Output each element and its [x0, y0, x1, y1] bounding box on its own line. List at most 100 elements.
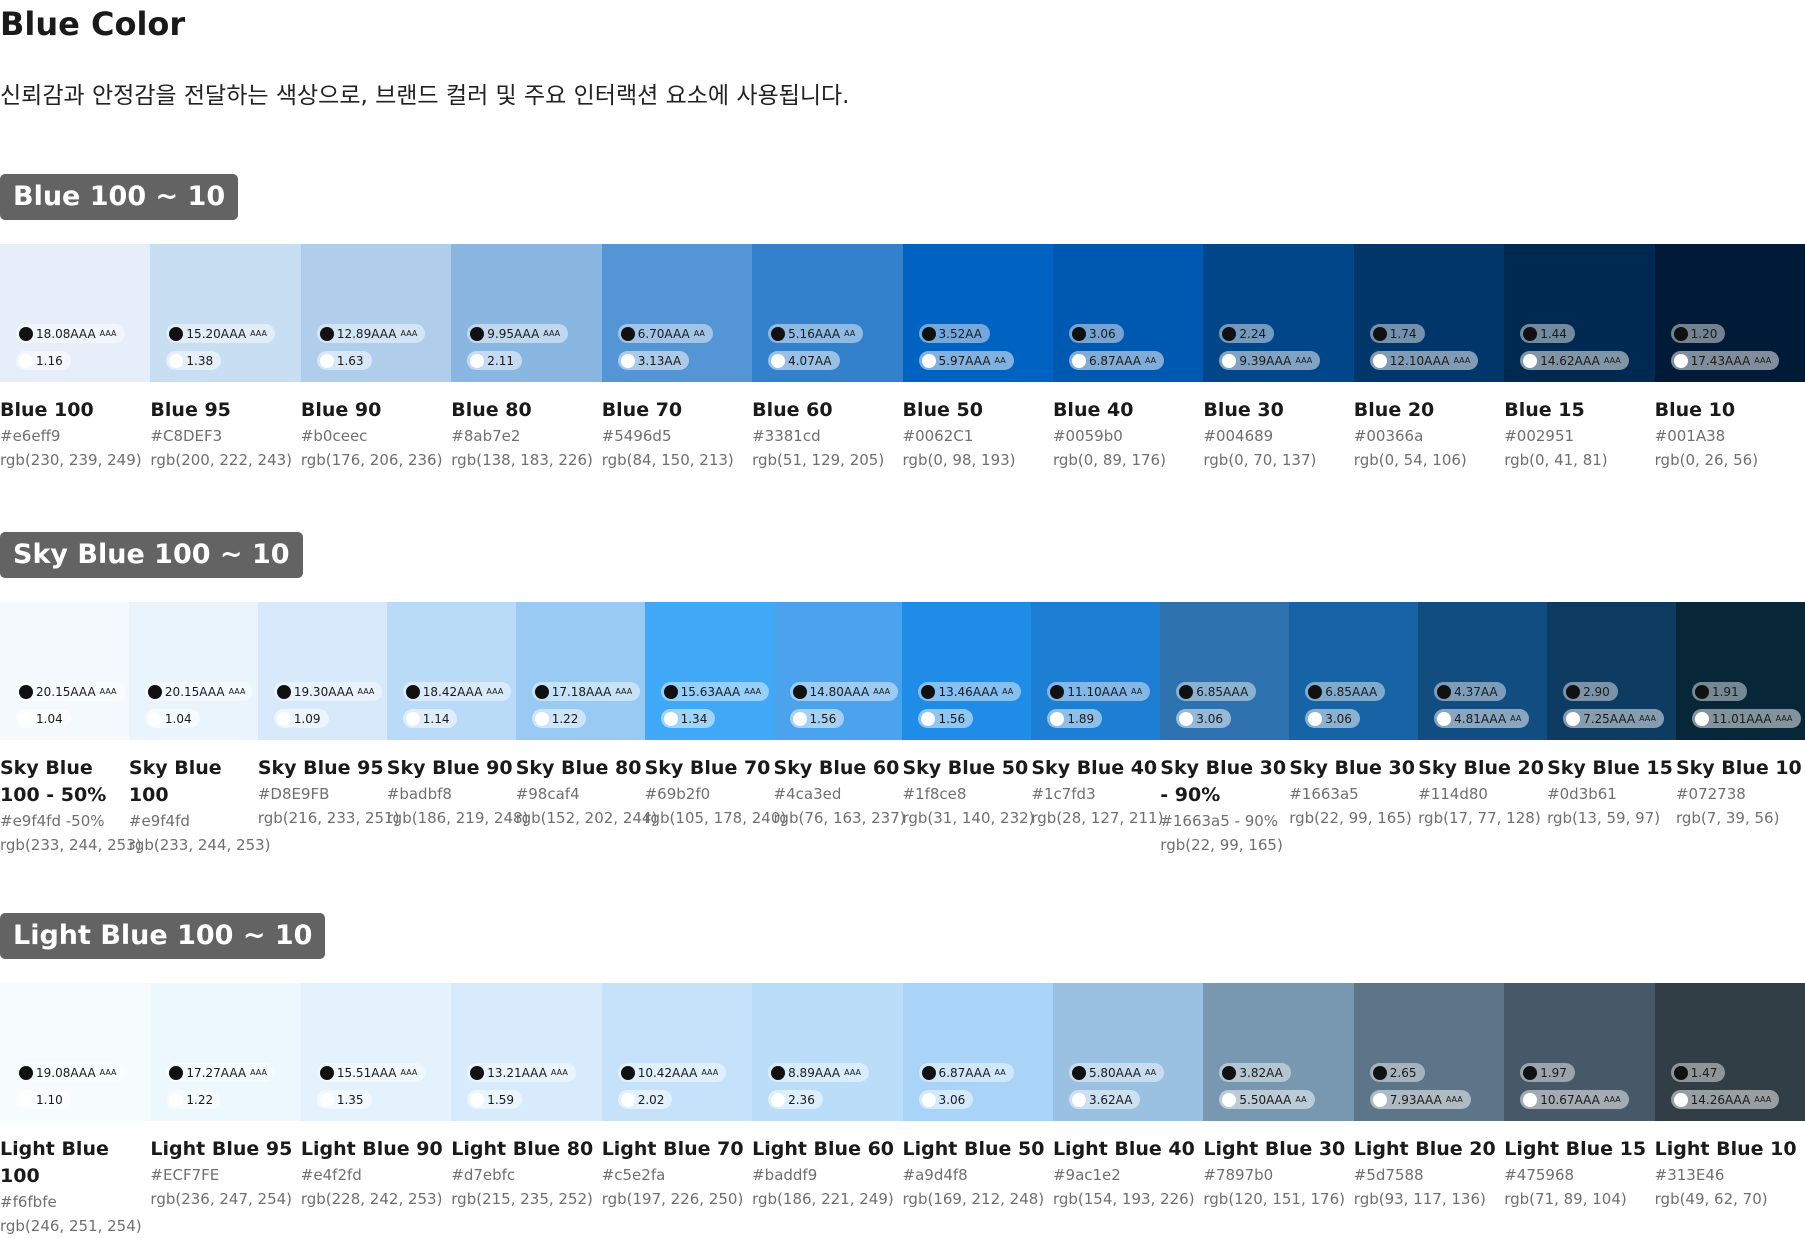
contrast-black-badge: AAA — [543, 329, 561, 338]
color-swatch[interactable]: 3.82 AA 5.50 AAA AA — [1203, 983, 1354, 1121]
color-swatch[interactable]: 6.70 AAA AA 3.13 AA — [601, 244, 753, 382]
color-swatch[interactable]: 2.90 7.25 AAA AAA — [1547, 602, 1676, 740]
white-dot-icon — [1523, 1092, 1538, 1107]
color-swatch[interactable]: 15.20 AAA AAA 1.38 — [150, 244, 301, 382]
color-swatch[interactable]: 18.08 AAA AAA 1.16 — [0, 244, 151, 382]
contrast-white-pill: 6.87 AAA AA — [1068, 351, 1165, 370]
color-rgb: rgb(246, 251, 254) — [0, 1217, 142, 1235]
contrast-white-pill: 1.10 — [16, 1090, 71, 1109]
color-swatch[interactable]: 11.10 AAA AA 1.89 — [1031, 602, 1161, 740]
black-dot-icon — [1050, 684, 1065, 699]
white-dot-icon — [405, 711, 420, 726]
white-dot-icon — [1222, 353, 1237, 368]
black-dot-icon — [771, 326, 786, 341]
contrast-black-ratio: 20.15 — [164, 684, 200, 699]
color-swatch[interactable]: 6.85 AAA 3.06 — [1289, 602, 1419, 740]
color-swatch[interactable]: 19.30 AAA AAA 1.09 — [257, 602, 387, 740]
color-swatch[interactable]: 4.37 AA 4.81 AAA AA — [1418, 602, 1548, 740]
color-name: Blue 10 — [1654, 399, 1736, 421]
contrast-black-badge: AAA — [357, 687, 375, 696]
black-dot-icon — [470, 326, 485, 341]
contrast-black-pill: 10.42 AAA AAA — [617, 1063, 727, 1082]
color-swatch[interactable]: 8.89 AAA AAA 2.36 — [752, 983, 903, 1121]
color-hex: #badbf8 — [386, 785, 452, 803]
color-swatch[interactable]: 1.20 17.43 AAA AAA — [1654, 244, 1805, 382]
contrast-white-pill: 1.22 — [166, 1090, 222, 1109]
color-swatch[interactable]: 14.80 AAA AAA 1.56 — [773, 602, 903, 740]
contrast-black-pill: 13.46 AAA AA — [918, 682, 1022, 701]
palette-page: Blue Color 신뢰감과 안정감을 전달하는 색상으로, 브랜드 컬러 및… — [0, 5, 1805, 1235]
contrast-black-level: AAA — [199, 684, 225, 699]
contrast-white-ratio: 14.62 — [1540, 353, 1575, 368]
color-swatch[interactable]: 19.08 AAA AAA 1.10 — [0, 983, 151, 1121]
color-card: 20.15 AAA AAA 1.04 Sky Blue 100 - 50% #e9f4f… — [0, 602, 142, 857]
color-name: Sky Blue 100 — [128, 757, 222, 806]
contrast-black-pill: 12.89 AAA AAA — [316, 324, 426, 343]
contrast-black-level: AAA — [714, 684, 741, 699]
color-swatch[interactable]: 1.74 12.10 AAA AAA — [1353, 244, 1505, 382]
color-rgb: rgb(228, 242, 253) — [300, 1190, 443, 1208]
contrast-black-ratio: 17.27 — [186, 1065, 221, 1080]
color-swatch[interactable]: 5.16 AAA AA 4.07 AA — [752, 244, 903, 382]
contrast-black-level: AA — [1266, 1065, 1283, 1080]
color-rgb: rgb(169, 212, 248) — [902, 1190, 1045, 1208]
color-swatch[interactable]: 1.47 14.26 AAA AAA — [1654, 983, 1805, 1121]
color-swatch[interactable]: 20.15 AAA AAA 1.04 — [0, 602, 129, 740]
color-swatch[interactable]: 13.46 AAA AA 1.56 — [902, 602, 1032, 740]
contrast-white-pill: 10.67 AAA AAA — [1520, 1090, 1629, 1109]
color-name: Sky Blue 30 — [1289, 757, 1416, 779]
contrast-black-ratio: 15.20 — [186, 326, 221, 341]
color-swatch[interactable]: 17.18 AAA AAA 1.22 — [515, 602, 645, 740]
contrast-white-ratio: 7.93 — [1389, 1092, 1417, 1107]
color-swatch[interactable]: 5.80 AAA AA 3.62 AA — [1052, 983, 1204, 1121]
contrast-white-ratio: 3.06 — [938, 1092, 966, 1107]
contrast-black-ratio: 4.37 — [1454, 684, 1481, 699]
color-card: 12.89 AAA AAA 1.63 Blue 90 #b0ceec rgb(176, 2… — [300, 244, 452, 472]
color-swatch[interactable]: 18.42 AAA AAA 1.14 — [386, 602, 516, 740]
color-swatch[interactable]: 1.44 14.62 AAA AAA — [1504, 244, 1655, 382]
color-name: Sky Blue 90 — [386, 757, 513, 779]
color-name: Sky Blue 20 — [1418, 757, 1544, 779]
contrast-black-ratio: 18.42 — [422, 684, 458, 699]
contrast-black-badge: AA — [1002, 687, 1014, 696]
color-swatch[interactable]: 1.91 11.01 AAA AAA — [1675, 602, 1805, 740]
contrast-white-badge: AA — [1295, 1095, 1307, 1104]
contrast-white-ratio: 1.14 — [422, 711, 450, 726]
contrast-white-pill: 4.07 AA — [768, 351, 840, 370]
contrast-black-pill: 20.15 AAA AAA — [16, 682, 125, 701]
color-swatch[interactable]: 6.85 AAA 3.06 — [1160, 602, 1290, 740]
contrast-black-level: AAA — [1101, 684, 1128, 699]
color-swatch[interactable]: 1.97 10.67 AAA AAA — [1504, 983, 1655, 1121]
contrast-black-badge: AA — [844, 329, 856, 338]
color-rgb: rgb(7, 39, 56) — [1675, 809, 1780, 827]
color-swatch[interactable]: 9.95 AAA AAA 2.11 — [451, 244, 602, 382]
color-swatch[interactable]: 13.21 AAA AAA 1.59 — [451, 983, 602, 1121]
color-swatch[interactable]: 20.15 AAA AAA 1.04 — [128, 602, 258, 740]
color-swatch[interactable]: 6.87 AAA AA 3.06 — [902, 983, 1053, 1121]
color-card: 3.06 6.87 AAA AA Blue 40 #0059b0 rgb(0, 89, 1… — [1052, 244, 1204, 472]
color-swatch[interactable]: 3.06 6.87 AAA AA — [1052, 244, 1204, 382]
contrast-black-ratio: 2.65 — [1389, 1065, 1417, 1080]
contrast-black-level: AAA — [70, 326, 96, 341]
color-hex: #3381cd — [752, 427, 821, 445]
black-dot-icon — [1308, 684, 1323, 699]
page-description: 신뢰감과 안정감을 전달하는 색상으로, 브랜드 컬러 및 주요 인터랙션 요소… — [0, 83, 850, 109]
color-swatch[interactable]: 12.89 AAA AAA 1.63 — [300, 244, 452, 382]
contrast-black-level: AAA — [814, 326, 841, 341]
color-swatch[interactable]: 15.63 AAA AAA 1.34 — [644, 602, 774, 740]
white-dot-icon — [19, 1092, 33, 1107]
color-swatch[interactable]: 2.65 7.93 AAA AAA — [1353, 983, 1505, 1121]
color-card: 2.90 7.25 AAA AAA Sky Blue 15 #0d3b61 rgb(13,… — [1547, 602, 1676, 857]
color-swatch[interactable]: 10.42 AAA AAA 2.02 — [601, 983, 753, 1121]
color-swatch[interactable]: 17.27 AAA AAA 1.22 — [150, 983, 301, 1121]
color-swatch[interactable]: 2.24 9.39 AAA AAA — [1203, 244, 1354, 382]
contrast-white-ratio: 1.59 — [487, 1092, 514, 1107]
color-swatch[interactable]: 15.51 AAA AAA 1.35 — [300, 983, 452, 1121]
contrast-white-ratio: 12.10 — [1389, 353, 1425, 368]
contrast-white-badge: AAA — [1453, 356, 1471, 365]
color-swatch[interactable]: 3.52 AA 5.97 AAA AA — [902, 244, 1053, 382]
black-dot-icon — [1566, 684, 1581, 699]
color-card: 18.42 AAA AAA 1.14 Sky Blue 90 #badbf8 rgb(18… — [386, 602, 528, 857]
contrast-white-ratio: 3.13 — [637, 353, 665, 368]
color-hex: #e9f4fd -50% — [0, 812, 105, 830]
